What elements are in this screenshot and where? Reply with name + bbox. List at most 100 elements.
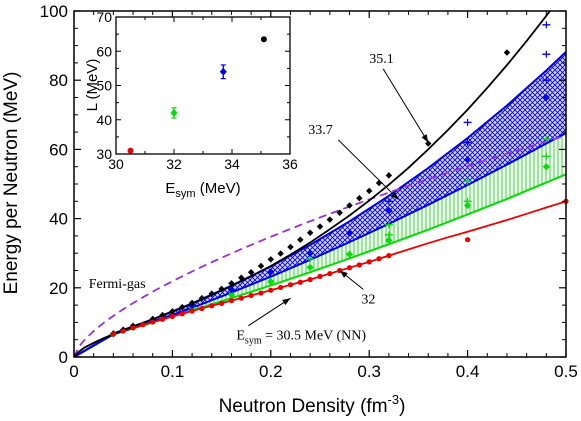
esym30-point bbox=[159, 316, 166, 322]
main-plot: 0 0.1 0.2 0.3 0.4 0.5 0 20 40 60 80 100 bbox=[40, 2, 578, 381]
inset-y-tick-label: 60 bbox=[96, 43, 112, 59]
esym35-point bbox=[297, 236, 304, 243]
esym30-point bbox=[278, 284, 284, 291]
x-axis-label: Neutron Density (fm-3) bbox=[219, 392, 406, 416]
esym33-point bbox=[306, 249, 314, 257]
esym30-point bbox=[179, 311, 185, 317]
esym33-point bbox=[345, 229, 354, 237]
inset-x-axis-label-rest: (MeV) bbox=[196, 180, 241, 197]
esym30-point bbox=[248, 292, 254, 299]
inset-y-tick-label: 40 bbox=[96, 112, 112, 128]
esym32-point bbox=[267, 277, 275, 286]
esym30-point bbox=[199, 305, 205, 312]
esym35-point bbox=[346, 202, 353, 209]
annotation-32: 32 bbox=[361, 292, 375, 307]
esym35-point bbox=[257, 262, 265, 270]
inset-point bbox=[170, 108, 178, 117]
esym35-point bbox=[375, 179, 383, 187]
esym32-point bbox=[227, 291, 236, 299]
x-tick-label: 0.3 bbox=[357, 362, 381, 381]
esym32-point bbox=[306, 263, 314, 272]
esym35-point bbox=[287, 243, 294, 251]
inset-point bbox=[127, 147, 134, 154]
esym30-point bbox=[376, 256, 382, 262]
esym30-point bbox=[120, 328, 126, 334]
annotation-fermi-gas: Fermi-gas bbox=[89, 277, 146, 292]
x-axis-label-sup: -3 bbox=[388, 392, 400, 407]
arrow-head-a35 bbox=[421, 134, 429, 143]
esym35-point bbox=[503, 49, 511, 56]
inset-point bbox=[219, 67, 227, 76]
inset-x-tick-label: 30 bbox=[108, 156, 124, 172]
esym30-point bbox=[346, 265, 353, 271]
x-tick-label: 0.2 bbox=[259, 362, 283, 381]
esym35-point bbox=[247, 269, 255, 276]
esym35-point bbox=[238, 274, 245, 281]
arrow-head-a30 bbox=[282, 298, 291, 306]
esym30-point bbox=[169, 313, 175, 320]
esym30-point bbox=[238, 295, 244, 301]
esym35-point bbox=[179, 303, 186, 311]
esym35-point bbox=[326, 216, 334, 223]
x-axis-label-text: Neutron Density (fm bbox=[219, 396, 388, 416]
x-tick-label: 0.5 bbox=[554, 362, 578, 381]
esym35-point bbox=[425, 140, 432, 147]
inset-point bbox=[260, 36, 267, 43]
esym30-point bbox=[297, 279, 303, 285]
y-tick-label: 20 bbox=[49, 279, 68, 298]
esym35-point bbox=[228, 280, 235, 287]
inset-y-tick-label: 50 bbox=[96, 78, 112, 94]
y-axis-label: Energy per Neutron (MeV) bbox=[1, 72, 22, 295]
esym30-point bbox=[366, 259, 372, 265]
annotation-esym-30-5: Esym = 30.5 MeV (NN) bbox=[236, 329, 366, 347]
esym30-point bbox=[356, 262, 362, 268]
esym30-point bbox=[465, 237, 471, 243]
x-tick-label: 0.1 bbox=[161, 362, 185, 381]
esym35-point bbox=[316, 223, 324, 230]
esym30-point bbox=[110, 331, 116, 337]
esym30-point bbox=[189, 308, 195, 314]
y-tick-label: 60 bbox=[49, 140, 68, 159]
esym35-point bbox=[218, 285, 225, 293]
inset-y-axis-label: L (MeV) bbox=[84, 59, 101, 112]
esym32-point bbox=[385, 236, 393, 245]
esym35-point bbox=[277, 250, 284, 257]
esym33-point bbox=[385, 207, 393, 215]
fermi-gas-curve bbox=[74, 134, 566, 357]
esym32-point bbox=[463, 201, 472, 210]
black-curve bbox=[74, 11, 552, 357]
y-tick-label: 100 bbox=[40, 2, 68, 21]
annotation-esym-e: E bbox=[236, 329, 245, 344]
arrow-a35 bbox=[382, 68, 429, 143]
esym35-point bbox=[267, 256, 275, 263]
arrow-head-a33 bbox=[390, 191, 399, 200]
inset-y-tick-label: 30 bbox=[96, 146, 112, 162]
esym33-point bbox=[542, 93, 550, 102]
annotation-esym-sub: sym bbox=[245, 336, 262, 347]
esym30-point bbox=[219, 300, 225, 306]
esym30-point bbox=[140, 322, 146, 328]
esym35-point bbox=[306, 229, 314, 237]
esym30-point bbox=[327, 271, 333, 277]
arrow-a33 bbox=[337, 139, 400, 200]
arrow-head-a32 bbox=[339, 270, 348, 278]
esym33-point bbox=[227, 285, 236, 294]
esym35-point bbox=[336, 209, 343, 216]
annotation-33-7: 33.7 bbox=[308, 123, 333, 138]
annotation-esym-rest: = 30.5 MeV (NN) bbox=[262, 329, 367, 344]
esym32-point bbox=[542, 163, 550, 171]
inset-x-tick-label: 36 bbox=[282, 156, 298, 172]
y-tick-label: 0 bbox=[59, 348, 68, 367]
esym30-point bbox=[268, 287, 274, 293]
esym33-point bbox=[463, 156, 472, 164]
annotation-35-1: 35.1 bbox=[369, 52, 394, 67]
esym35-point bbox=[385, 172, 393, 179]
inset-x-tick-label: 34 bbox=[224, 156, 240, 172]
esym30-point bbox=[386, 253, 392, 259]
inset-x-axis-label-sub: sym bbox=[175, 188, 195, 200]
esym35-point bbox=[188, 299, 196, 307]
inset-y-tick-label: 70 bbox=[96, 9, 112, 25]
arrow-a30 bbox=[248, 297, 291, 327]
